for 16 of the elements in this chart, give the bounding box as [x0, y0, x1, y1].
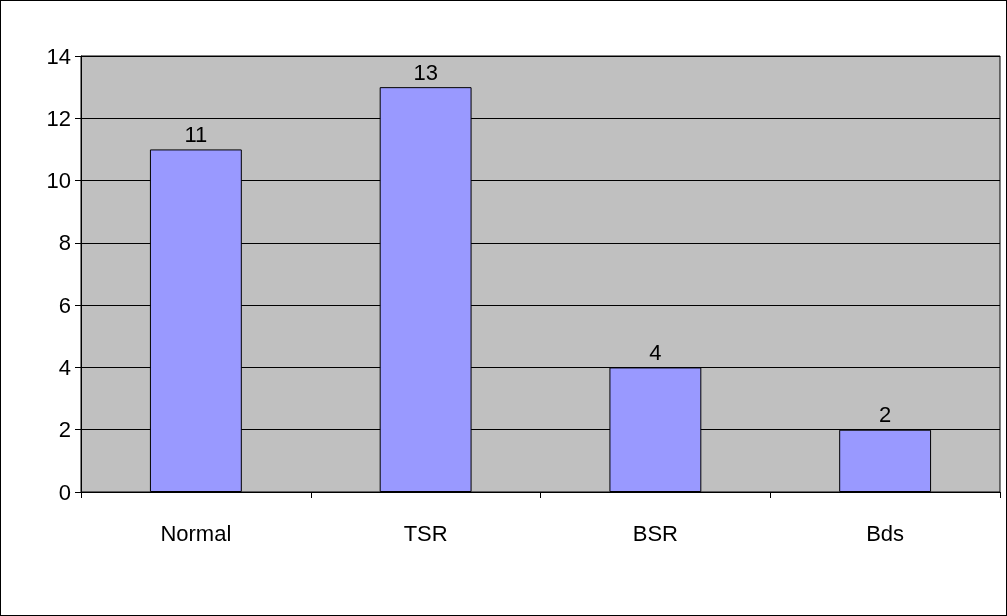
y-tick-label: 10 [46, 168, 71, 194]
y-tick-label: 14 [46, 43, 71, 69]
x-tick-label: Normal [160, 520, 232, 546]
y-tick-label: 8 [58, 230, 71, 256]
y-tick-label: 0 [58, 479, 71, 505]
x-tick-label: TSR [403, 520, 448, 546]
data-label: 11 [184, 121, 208, 147]
y-tick-label: 6 [58, 292, 71, 318]
data-label: 2 [879, 402, 892, 428]
y-tick-label: 12 [46, 105, 71, 131]
y-tick-label: 4 [58, 354, 71, 380]
data-label: 4 [649, 339, 662, 365]
data-label: 13 [413, 59, 438, 85]
x-tick-label: Bds [866, 520, 905, 546]
y-tick-label: 2 [58, 417, 71, 443]
x-tick-label: BSR [632, 520, 678, 546]
